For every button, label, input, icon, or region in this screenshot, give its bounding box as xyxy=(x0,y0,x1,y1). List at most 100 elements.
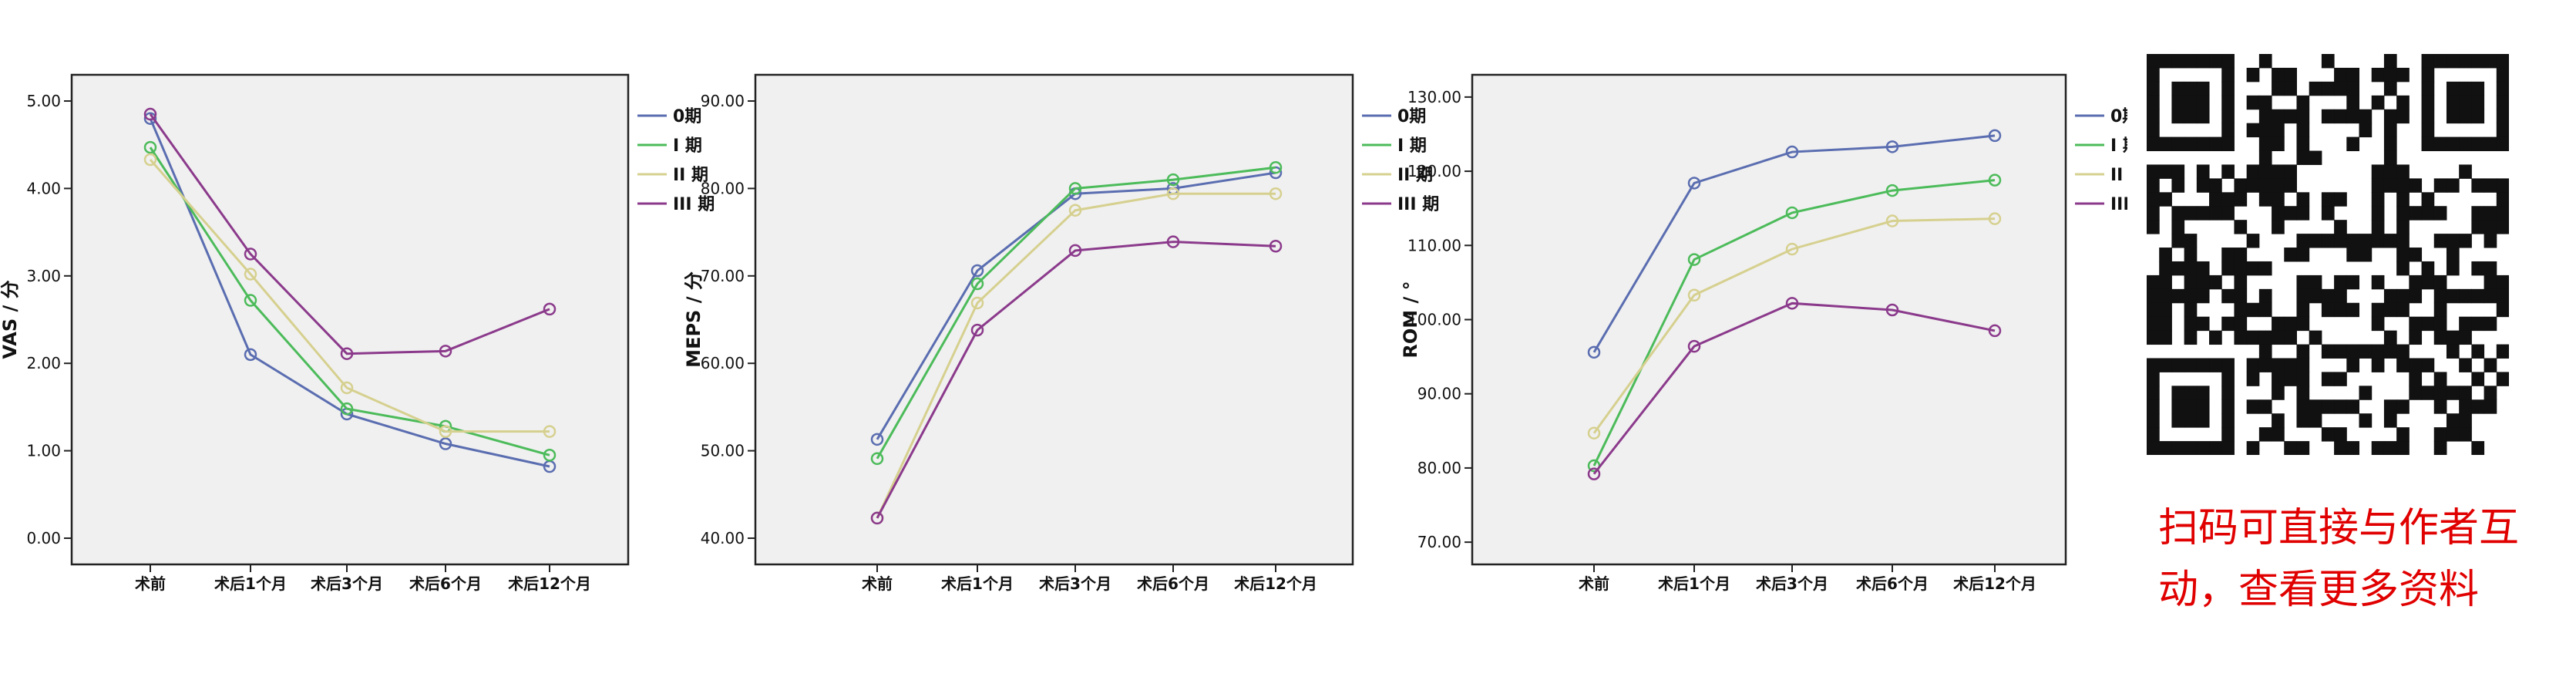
legend-entry: III 期 xyxy=(2110,195,2127,214)
y-tick-label: 70.00 xyxy=(1417,533,1461,551)
series-line xyxy=(1592,134,1996,353)
y-tick-label: 40.00 xyxy=(701,529,745,547)
data-point xyxy=(1885,214,1899,227)
data-point xyxy=(1687,177,1701,190)
data-point xyxy=(1166,173,1180,187)
y-tick-label: 90.00 xyxy=(701,92,745,110)
data-point xyxy=(1988,212,2002,225)
y-tick-label: 2.00 xyxy=(26,354,61,372)
x-tick-label: 术前 xyxy=(862,574,893,593)
series-4 xyxy=(143,107,557,360)
legend-entry: I 期 xyxy=(1397,136,1427,156)
data-point xyxy=(1687,253,1701,266)
data-point xyxy=(1166,235,1180,248)
data-point xyxy=(870,511,884,525)
series-3 xyxy=(870,187,1283,525)
legend-entry: III 期 xyxy=(1397,195,1439,214)
data-point xyxy=(143,107,157,121)
legend: 0期 I 期 II 期 III 期 xyxy=(1362,107,1439,214)
x-tick-label: 术后1个月 xyxy=(214,574,287,593)
data-point xyxy=(1988,324,2002,338)
data-point xyxy=(143,153,157,167)
y-tick-label: 0.00 xyxy=(26,529,61,547)
series-line xyxy=(876,192,1276,519)
chart-1: 0.00 1.00 2.00 3.00 4.00 5.00 VAS / 分术前 术后1个月 术后… xyxy=(0,73,715,593)
series-1 xyxy=(1587,129,2002,359)
data-point xyxy=(143,140,157,154)
chart-2: 40.00 50.00 60.00 70.00 80.00 90.00 MEPS / 分术前… xyxy=(683,73,1439,593)
legend-entry: 0期 xyxy=(1397,107,1426,126)
series-3 xyxy=(143,153,557,438)
data-point xyxy=(1587,426,1601,440)
x-tick-label: 术后6个月 xyxy=(1856,574,1929,593)
x-tick-label: 术后3个月 xyxy=(1756,574,1828,593)
promo-text: 扫码可直接与作者互 动，查看更多资料 xyxy=(2158,497,2559,621)
data-point xyxy=(1269,160,1283,174)
data-point xyxy=(1785,145,1799,159)
series-line xyxy=(149,147,550,456)
y-axis-label: ROM / ° xyxy=(1400,281,1421,358)
x-tick-label: 术后3个月 xyxy=(1039,574,1111,593)
data-point xyxy=(439,345,452,358)
data-point xyxy=(244,348,257,362)
series-line xyxy=(1592,217,1996,434)
y-tick-label: 130.00 xyxy=(1407,88,1461,106)
data-point xyxy=(439,425,452,438)
data-point xyxy=(1785,206,1799,220)
x-tick-label: 术后1个月 xyxy=(1658,574,1730,593)
series-line xyxy=(1592,301,1996,475)
legend-entry: I 期 xyxy=(2110,136,2127,156)
x-tick-label: 术后3个月 xyxy=(311,574,383,593)
y-tick-label: 90.00 xyxy=(1417,385,1461,403)
qr-code-icon xyxy=(2147,54,2509,455)
x-tick-label: 术后12个月 xyxy=(1234,574,1317,593)
legend-entry: II 期 xyxy=(2110,166,2127,185)
legend-entry: 0期 xyxy=(673,107,701,126)
plot-area xyxy=(1471,73,2067,566)
data-point xyxy=(543,425,557,438)
data-point xyxy=(1687,288,1701,301)
data-point xyxy=(244,248,257,261)
series-line xyxy=(149,113,550,355)
x-tick-label: 术后6个月 xyxy=(1137,574,1209,593)
promo-line-2: 动，查看更多资料 xyxy=(2158,567,2480,613)
data-point xyxy=(1166,187,1180,200)
data-point xyxy=(970,296,984,310)
legend-entry: II 期 xyxy=(1397,166,1433,185)
y-tick-label: 3.00 xyxy=(26,267,61,285)
data-point xyxy=(340,402,354,416)
x-tick-label: 术前 xyxy=(135,574,166,593)
legend-entry: III 期 xyxy=(673,195,715,214)
series-2 xyxy=(870,160,1283,466)
series-2 xyxy=(143,140,557,462)
y-tick-label: 1.00 xyxy=(26,442,61,460)
data-point xyxy=(1988,129,2002,143)
data-point xyxy=(970,277,984,291)
legend: 0期 I 期 II 期 III 期 xyxy=(637,107,715,214)
series-4 xyxy=(1587,297,2002,480)
data-point xyxy=(970,264,984,278)
charts-canvas: 0.00 1.00 2.00 3.00 4.00 5.00 VAS / 分术前 术后1个月 术后… xyxy=(0,73,2127,593)
x-tick-label: 术后6个月 xyxy=(409,574,482,593)
y-tick-label: 50.00 xyxy=(701,442,745,460)
y-axis-label: MEPS / 分 xyxy=(683,271,705,368)
y-tick-label: 120.00 xyxy=(1407,162,1461,180)
data-point xyxy=(970,323,984,337)
data-point xyxy=(1269,166,1283,180)
y-tick-label: 70.00 xyxy=(701,267,745,285)
data-point xyxy=(1785,297,1799,310)
data-point xyxy=(340,347,354,360)
data-point xyxy=(1885,140,1899,153)
data-point xyxy=(1068,244,1082,258)
x-tick-label: 术后1个月 xyxy=(941,574,1014,593)
y-tick-label: 5.00 xyxy=(26,92,61,110)
x-tick-label: 术后12个月 xyxy=(508,574,591,593)
chart-3: 70.00 80.00 90.00 100.00 110.00 120.00 130.00 R… xyxy=(1400,73,2127,593)
data-point xyxy=(1785,242,1799,256)
data-point xyxy=(543,302,557,316)
data-point xyxy=(1885,303,1899,317)
data-point xyxy=(244,294,257,307)
data-point xyxy=(439,437,452,450)
data-point xyxy=(244,268,257,281)
y-tick-label: 60.00 xyxy=(701,354,745,372)
